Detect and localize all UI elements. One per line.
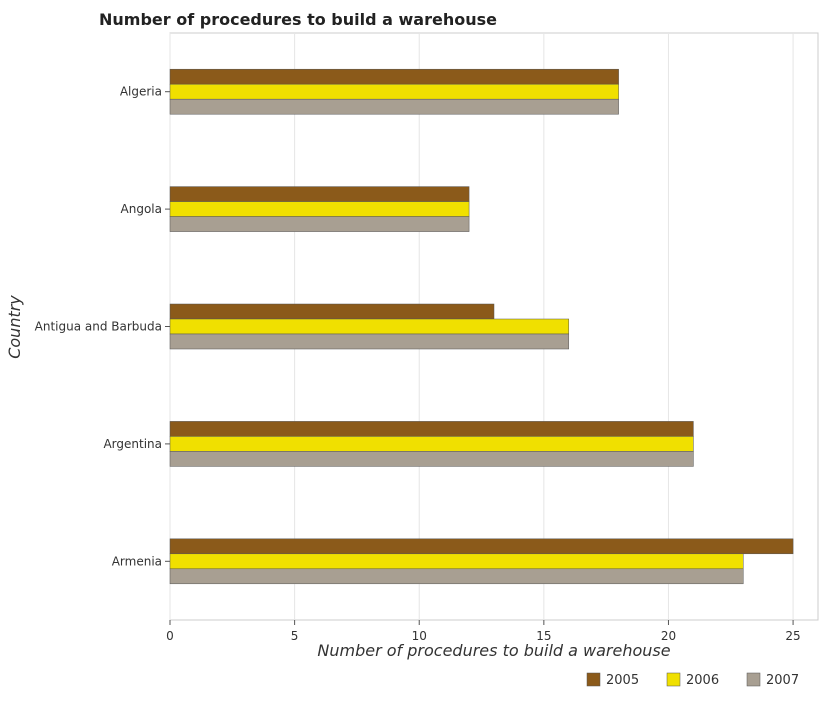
bar-2005	[169, 421, 694, 437]
bar-2007	[169, 216, 470, 232]
bar-2006	[169, 553, 744, 570]
y-axis-ticks: Algeria Angola Antigua and Barbuda Argentin…	[35, 85, 170, 568]
legend-label-2005: 2005	[606, 673, 639, 688]
x-axis-ticks: 0 5 10 15 20 25	[166, 620, 801, 643]
legend-label-2006: 2006	[686, 673, 719, 688]
bar-2006	[169, 436, 694, 452]
y-tick-label: Argentina	[103, 437, 162, 451]
x-tick-label: 15	[536, 629, 551, 643]
legend: 2005 2006 2007	[586, 672, 799, 688]
x-tick-label: 0	[166, 629, 174, 643]
chart-title: Number of procedures to build a warehous…	[99, 10, 497, 29]
legend-swatch-2007	[746, 672, 761, 687]
bar-2007	[169, 568, 744, 585]
y-tick-label: Angola	[121, 202, 162, 216]
y-tick-label: Antigua and Barbuda	[35, 320, 162, 334]
bar-2005	[169, 538, 794, 555]
bar-2005	[169, 303, 495, 320]
bar-2006	[169, 83, 619, 100]
bar-2007	[169, 451, 694, 467]
bar-2006	[169, 201, 470, 217]
y-tick-label: Armenia	[112, 554, 162, 568]
y-axis-label: Country	[5, 295, 24, 359]
legend-swatch-2006	[666, 672, 681, 687]
legend-swatch-2005	[586, 672, 601, 687]
bar-2007	[169, 333, 570, 350]
bar-2006	[169, 318, 570, 335]
bar-2007	[169, 98, 619, 115]
bar-2005	[169, 186, 470, 202]
x-tick-label: 5	[291, 629, 299, 643]
x-axis-label: Number of procedures to build a warehous…	[317, 641, 670, 660]
x-tick-label: 20	[661, 629, 676, 643]
x-tick-label: 10	[412, 629, 427, 643]
plot-area: Algeria Angola Antigua and Barbuda Argentin…	[35, 32, 819, 643]
y-tick-label: Algeria	[120, 85, 162, 99]
legend-label-2007: 2007	[766, 673, 799, 688]
bars	[169, 68, 794, 585]
bar-2005	[169, 68, 619, 85]
x-tick-label: 25	[785, 629, 800, 643]
